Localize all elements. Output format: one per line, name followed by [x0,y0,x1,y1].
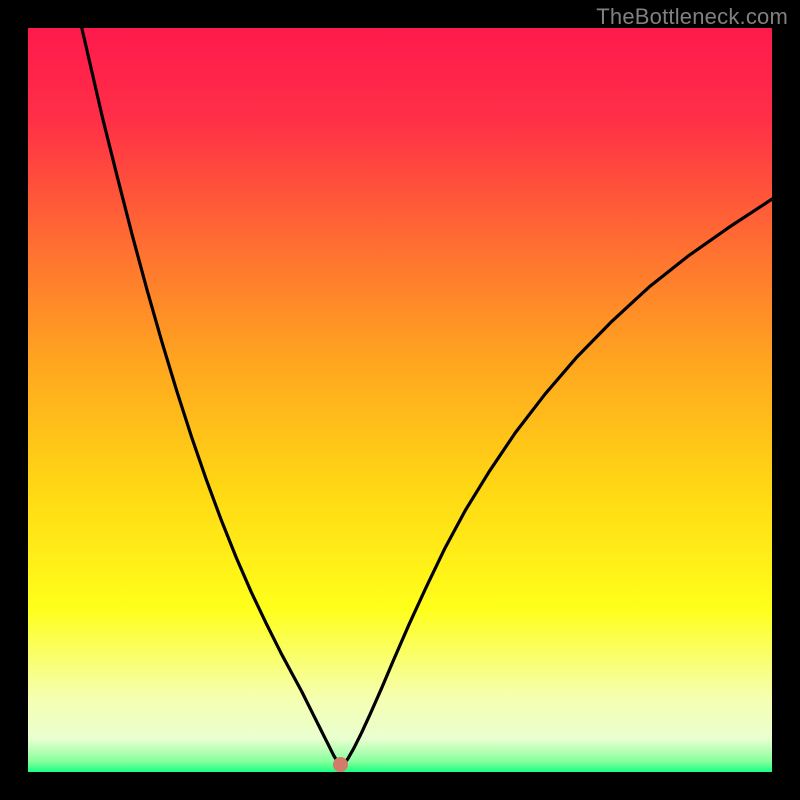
watermark-text: TheBottleneck.com [596,4,788,30]
plot-background [28,28,772,772]
min-marker [333,757,348,772]
chart-frame: TheBottleneck.com [0,0,800,800]
bottleneck-plot [28,28,772,772]
